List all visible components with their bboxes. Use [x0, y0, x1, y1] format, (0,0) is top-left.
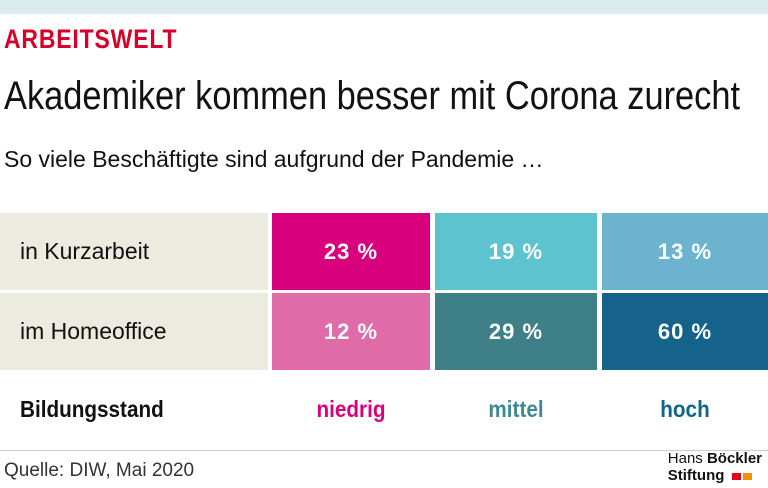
column-label: niedrig [316, 395, 386, 422]
logo-text: Hans [667, 450, 703, 467]
cell: 12 % [272, 293, 430, 370]
cell: 19 % [435, 213, 597, 290]
column-label: mittel [488, 395, 544, 422]
row-label: in Kurzarbeit [0, 213, 268, 290]
subtitle: So viele Beschäftigte sind aufgrund der … [4, 146, 544, 172]
column-label: Bildungsstand [20, 395, 164, 422]
title: Akademiker kommen besser mit Corona zure… [4, 74, 741, 118]
logo-mark [742, 473, 752, 480]
logo-mark [731, 473, 741, 480]
logo-text: Stiftung [667, 467, 725, 484]
cell: 23 % [272, 213, 430, 290]
logo: Hans Böckler Stiftung [668, 450, 762, 484]
row-label: im Homeoffice [0, 293, 268, 370]
cell: 60 % [602, 293, 768, 370]
source: Quelle: DIW, Mai 2020 [4, 460, 195, 481]
logo-text: Böckler [706, 450, 762, 467]
cell: 29 % [435, 293, 597, 370]
column-label: hoch [660, 395, 710, 422]
rule [0, 450, 768, 451]
cell: 13 % [602, 213, 768, 290]
kicker: ARBEITSWELT [4, 24, 178, 54]
top-bar [0, 0, 768, 14]
